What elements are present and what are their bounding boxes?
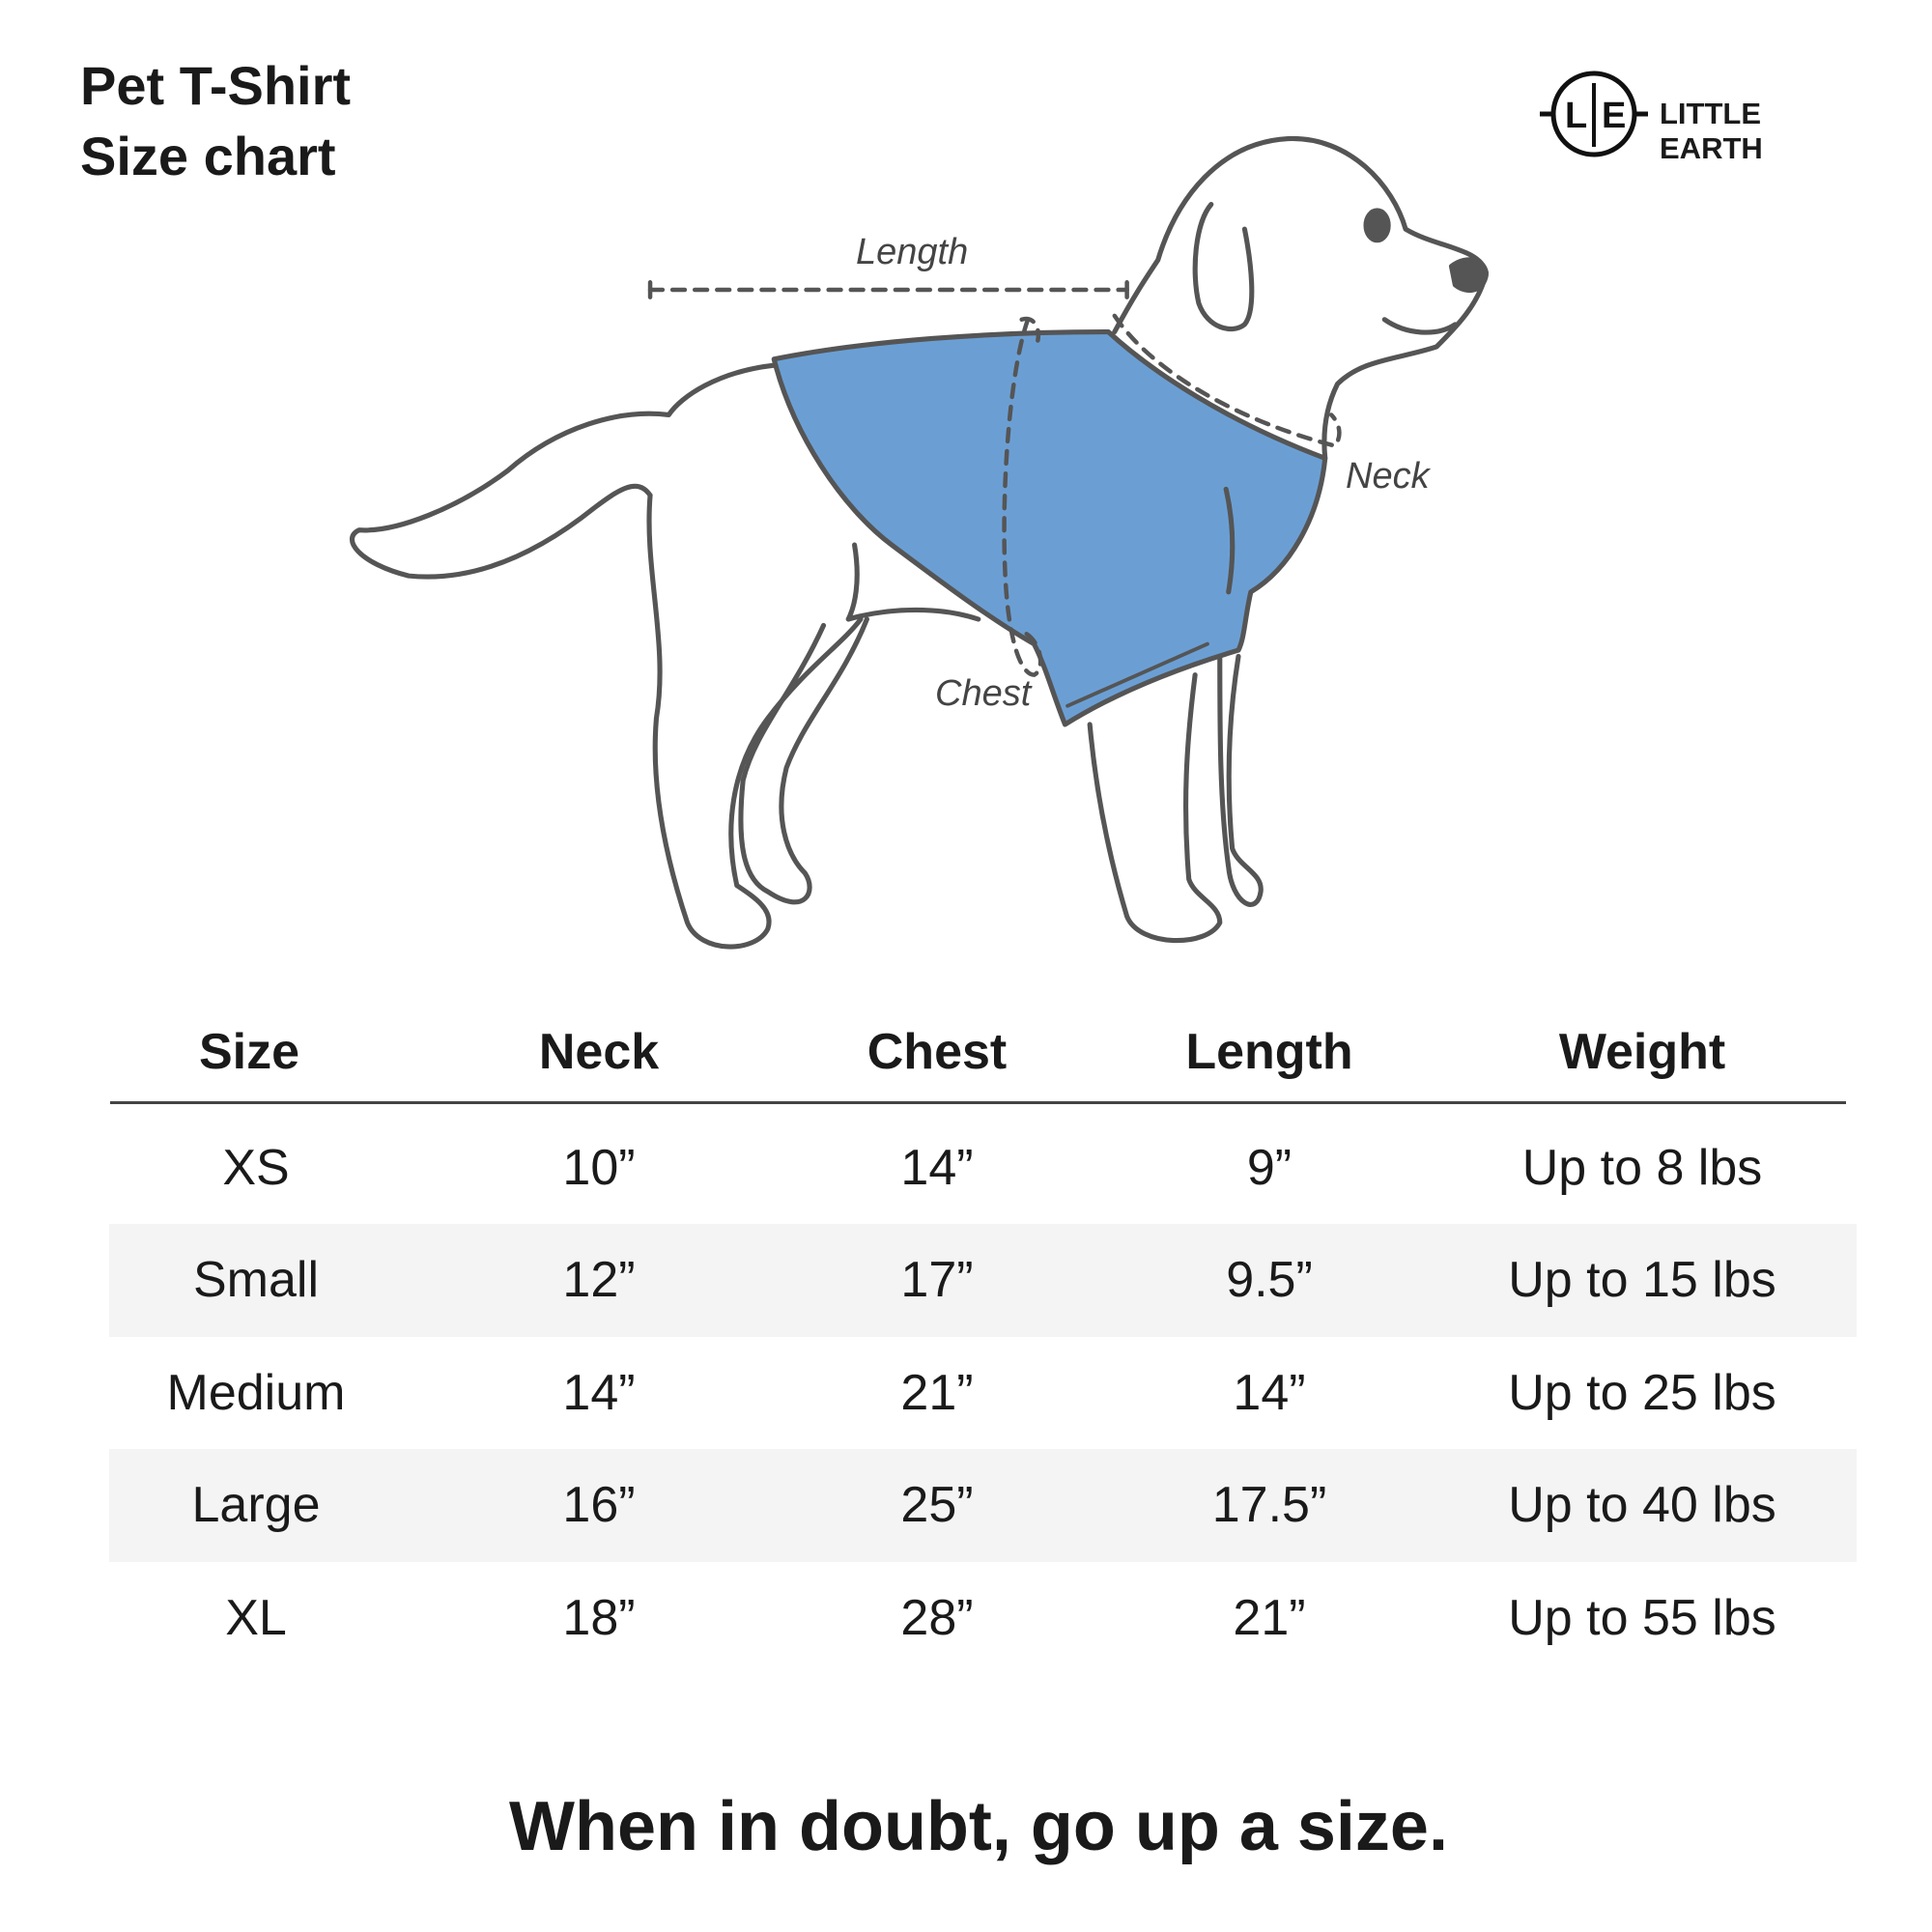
cell-size: XL <box>225 1589 287 1646</box>
cell-size: Large <box>191 1477 321 1533</box>
header-size: Size <box>198 1023 300 1080</box>
logo-text: LITTLE EARTH <box>1660 97 1763 165</box>
cell-length: 17.5” <box>1211 1477 1327 1533</box>
header-neck: Neck <box>538 1023 660 1080</box>
cell-size: Medium <box>166 1364 346 1421</box>
cell-length: 21” <box>1233 1589 1306 1646</box>
table-row: XL 18” 28” 21” Up to 55 lbs <box>109 1561 1857 1674</box>
table-row: Small 12” 17” 9.5” Up to 15 lbs <box>109 1223 1857 1337</box>
footer-note: When in doubt, go up a size. <box>509 1788 1448 1865</box>
title-line-1: Pet T-Shirt <box>80 55 352 116</box>
cell-neck: 18” <box>562 1589 636 1646</box>
cell-weight: Up to 40 lbs <box>1508 1477 1776 1533</box>
neck-measure-line <box>1112 313 1342 448</box>
title-line-2: Size chart <box>80 126 336 186</box>
cell-neck: 10” <box>562 1139 636 1196</box>
brand-logo: L E LITTLE EARTH <box>1536 70 1864 165</box>
dog-hind-leg <box>646 493 864 950</box>
cell-size: Small <box>192 1252 320 1308</box>
cell-chest: 14” <box>900 1139 974 1196</box>
cell-weight: Up to 8 lbs <box>1521 1139 1763 1196</box>
header-weight: Weight <box>1558 1023 1726 1080</box>
header-chest: Chest <box>867 1023 1008 1080</box>
svg-text:E: E <box>1602 96 1626 136</box>
dog-tail <box>349 362 777 580</box>
logo-mark-icon: L E <box>1540 71 1648 157</box>
cell-weight: Up to 25 lbs <box>1508 1364 1776 1421</box>
cell-weight: Up to 15 lbs <box>1508 1252 1776 1308</box>
cell-chest: 21” <box>900 1364 974 1421</box>
shirt-body <box>771 329 1328 727</box>
table-row: Medium 14” 21” 14” Up to 25 lbs <box>109 1336 1857 1449</box>
table-row: XS 10” 14” 9” Up to 8 lbs <box>109 1111 1857 1224</box>
page-title: Pet T-Shirt Size chart <box>80 50 351 191</box>
cell-chest: 25” <box>900 1477 974 1533</box>
header-divider <box>110 1101 1846 1104</box>
dog-head <box>1112 136 1489 461</box>
table-row: Large 16” 25” 17.5” Up to 40 lbs <box>109 1448 1857 1562</box>
cell-chest: 28” <box>900 1589 974 1646</box>
svg-text:L: L <box>1565 96 1587 136</box>
cell-neck: 12” <box>562 1252 636 1308</box>
cell-size: XS <box>222 1139 290 1196</box>
chest-measure-line <box>1002 317 1043 677</box>
cell-weight: Up to 55 lbs <box>1508 1589 1776 1646</box>
length-label: Length <box>856 232 969 272</box>
dog-diagram <box>349 136 1489 950</box>
cell-length: 9.5” <box>1226 1252 1313 1308</box>
chest-label: Chest <box>935 673 1032 714</box>
cell-length: 9” <box>1246 1139 1293 1196</box>
dog-front-leg <box>1087 672 1223 944</box>
cell-neck: 16” <box>562 1477 636 1533</box>
cell-chest: 17” <box>900 1252 974 1308</box>
neck-label: Neck <box>1346 456 1430 497</box>
cell-length: 14” <box>1233 1364 1306 1421</box>
table-header: Size Neck Chest Length Weight <box>109 995 1857 1108</box>
cell-neck: 14” <box>562 1364 636 1421</box>
header-length: Length <box>1185 1023 1353 1080</box>
